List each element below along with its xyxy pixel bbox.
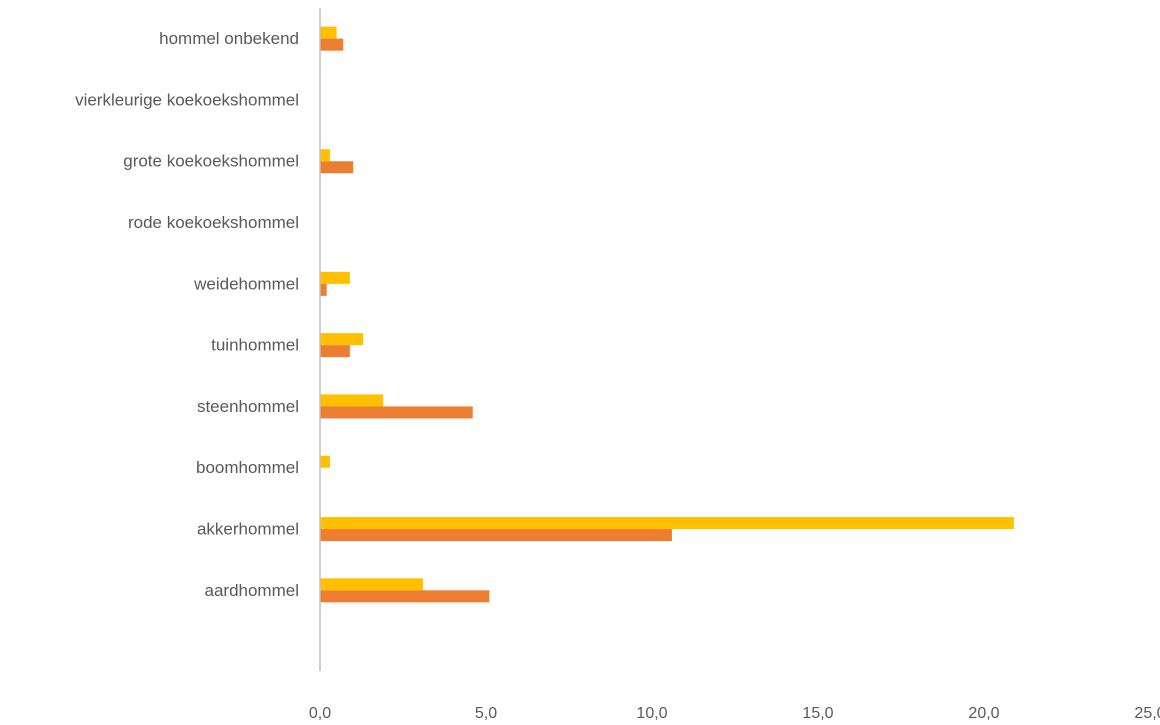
x-tick-label: 20,0 [968,705,999,722]
category-label: tuinhommel [211,336,299,355]
bar-series-1 [320,271,350,284]
bar-series-1 [320,149,330,162]
category-label: grote koekoekshommel [123,152,299,171]
x-tick-label: 5,0 [475,705,497,722]
category-label: rode koekoekshommel [128,213,299,232]
category-label: boomhommel [196,458,299,477]
category-label: hommel onbekend [159,29,299,48]
bar-series-0 [320,38,344,51]
bar-series-0 [320,590,490,603]
bar-series-0 [320,406,473,419]
bar-series-1 [320,517,1014,530]
bar-series-0 [320,161,354,174]
x-tick-label: 0,0 [309,705,331,722]
category-label: weidehommel [193,274,299,293]
category-label: steenhommel [197,397,299,416]
bar-series-0 [320,529,672,542]
category-label: akkerhommel [197,520,299,539]
bars [320,26,1014,603]
category-label: aardhommel [205,581,300,600]
x-tick-label: 15,0 [802,705,833,722]
x-tick-label: 25,0 [1134,705,1160,722]
x-tick-label: 10,0 [636,705,667,722]
bar-series-1 [320,455,330,468]
category-label: vierkleurige koekoekshommel [75,90,299,109]
bar-series-1 [320,333,364,346]
bar-series-0 [320,345,350,358]
bar-series-0 [320,283,327,296]
bar-series-1 [320,26,337,39]
x-tick-labels: 0,0 5,0 10,0 15,0 20,0 25,0 [309,705,1160,722]
bar-series-1 [320,394,384,407]
bar-series-1 [320,578,423,591]
category-labels: aardhommel akkerhommel boomhommel steenhomm… [75,29,299,600]
